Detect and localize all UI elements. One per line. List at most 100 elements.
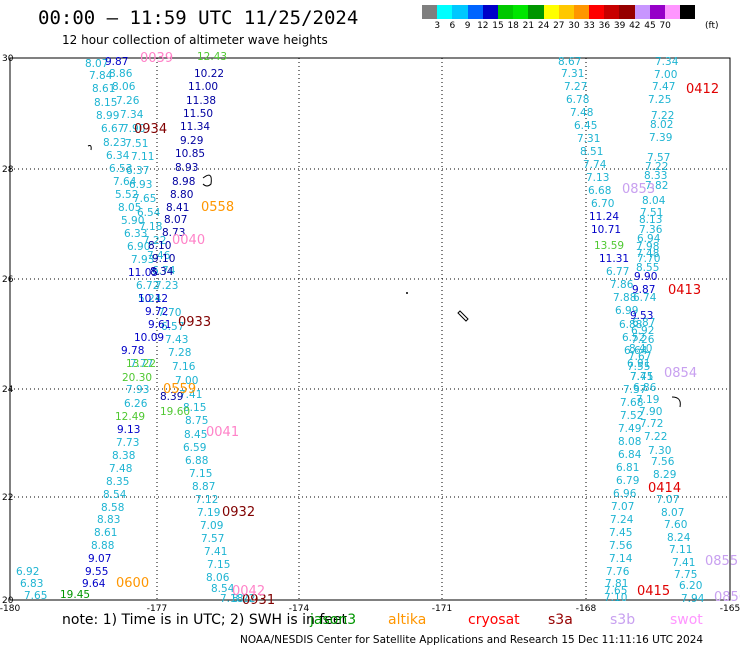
pass-time-label: 0558 xyxy=(201,200,234,215)
latitude-tick-label: 24 xyxy=(2,385,14,395)
color-swatch xyxy=(665,5,681,19)
wave-height-label: 6.81 xyxy=(616,462,639,474)
wave-height-label: 8.07 xyxy=(164,214,187,226)
wave-height-label: 7.37 xyxy=(623,384,646,396)
wave-height-label: 7.41 xyxy=(630,371,653,383)
wave-height-label: 8.73 xyxy=(162,227,185,239)
wave-height-label: 8.04 xyxy=(642,195,666,207)
wave-height-label: 6.64 xyxy=(624,345,648,357)
color-swatch xyxy=(558,5,574,19)
wave-height-label: 7.48 xyxy=(109,463,132,475)
wave-height-label: 7.86 xyxy=(610,279,634,291)
wave-height-label: 8.23 xyxy=(103,137,126,149)
wave-height-label: 6.79 xyxy=(616,475,639,487)
wave-height-label: 7.77 xyxy=(130,358,153,370)
color-swatch xyxy=(513,5,529,19)
wave-height-label: 7.48 xyxy=(570,107,593,119)
wave-height-label: 10.22 xyxy=(194,68,224,80)
wave-height-label: 6.20 xyxy=(679,580,702,592)
wave-height-label: 8.06 xyxy=(112,81,136,93)
wave-height-label: 7.47 xyxy=(652,81,675,93)
wave-height-label: 7.81 xyxy=(605,578,628,590)
wave-height-label: 6.91 xyxy=(627,358,650,370)
wave-height-label: 7.13 xyxy=(586,172,609,184)
color-swatch xyxy=(422,5,438,19)
wave-height-label: 6.94 xyxy=(637,233,661,245)
color-scale-tick: 21 xyxy=(522,21,535,31)
wave-height-label: 7.18 xyxy=(139,221,162,233)
footer-credit: NOAA/NESDIS Center for Satellite Applica… xyxy=(240,634,704,646)
wave-height-label: 6.88 xyxy=(619,319,642,331)
wave-height-label: 7.49 xyxy=(618,423,641,435)
color-scale-tick: 27 xyxy=(553,21,565,31)
wave-height-label: 6.83 xyxy=(20,578,43,590)
pass-time-label: 0559 xyxy=(163,382,196,397)
wave-height-label: 8.13 xyxy=(639,214,662,226)
pass-time-label: 0931 xyxy=(242,593,275,608)
wave-height-label: 7.12 xyxy=(195,494,218,506)
wave-height-label: 7.07 xyxy=(656,494,679,506)
color-scale-tick: 3 xyxy=(434,21,441,31)
wave-height-label: 9.13 xyxy=(117,424,140,436)
color-swatch xyxy=(619,5,635,19)
wave-height-label: 7.75 xyxy=(674,569,697,581)
wave-height-label: 11.50 xyxy=(183,108,213,120)
color-swatch xyxy=(482,5,498,19)
satellite-legend-item: s3a xyxy=(548,612,573,628)
wave-height-label: 11.00 xyxy=(188,81,218,93)
wave-height-label: 7.93 xyxy=(126,384,149,396)
wave-height-label: 9.90 xyxy=(634,271,657,283)
pass-time-label: 0856 xyxy=(714,590,740,605)
pass-time-label: 0412 xyxy=(686,82,719,97)
wave-height-label: 7.48 xyxy=(636,248,659,260)
wave-height-label: 7.09 xyxy=(200,520,223,532)
wave-height-label: 8.51 xyxy=(580,146,603,158)
wave-height-label: 11.05 xyxy=(128,267,158,279)
wave-height-label: 7.67 xyxy=(628,351,651,363)
color-scale-tick: 33 xyxy=(583,21,595,31)
wave-height-label: 7.34 xyxy=(655,56,679,68)
wave-height-label: 8.24 xyxy=(667,532,691,544)
wave-height-label: 9.07 xyxy=(88,553,111,565)
wave-height-label: 7.36 xyxy=(639,224,663,236)
wave-height-label: 7.00 xyxy=(654,69,677,81)
wave-height-label: 6.34 xyxy=(106,150,130,162)
longitude-tick-label: -171 xyxy=(432,604,452,614)
wave-height-label: 6.57 xyxy=(161,321,184,333)
wave-height-label: 6.45 xyxy=(574,120,597,132)
wave-height-label: 7.56 xyxy=(651,456,675,468)
wave-height-label: 7.98 xyxy=(636,241,659,253)
wave-height-label: 8.80 xyxy=(170,189,193,201)
wave-height-label: 10.09 xyxy=(134,332,164,344)
wave-height-label: 9.61 xyxy=(148,319,171,331)
color-scale-tick: 24 xyxy=(537,21,550,31)
wave-height-label: 7.15 xyxy=(207,559,230,571)
wave-height-label: 12.49 xyxy=(115,411,145,423)
wave-height-label: 7.00 xyxy=(175,375,198,387)
color-scale-tick: 45 xyxy=(644,21,656,31)
wave-height-label: 8.07 xyxy=(85,58,108,70)
pass-time-label: 0042 xyxy=(232,584,265,599)
color-swatch xyxy=(634,5,650,19)
color-scale-tick: 12 xyxy=(477,21,489,31)
wave-height-label: 7.51 xyxy=(125,138,148,150)
wave-height-label: 8.75 xyxy=(185,415,208,427)
pass-time-label: 0413 xyxy=(668,283,701,298)
wave-height-label: 6.93 xyxy=(129,179,152,191)
wave-height-label: 8.67 xyxy=(558,56,581,68)
satellite-legend-item: swot xyxy=(670,612,703,628)
wave-height-label: 7.27 xyxy=(564,81,587,93)
wave-height-label: 8.40 xyxy=(629,343,652,355)
wave-height-label: 8.33 xyxy=(644,170,667,182)
wave-height-label: 9.29 xyxy=(180,135,203,147)
color-scale-tick: 18 xyxy=(507,21,519,31)
wave-height-label: 8.02 xyxy=(650,119,673,131)
wave-height-label: 7.41 xyxy=(204,546,227,558)
wave-height-label: 6.26 xyxy=(124,398,148,410)
wave-height-label: 8.15 xyxy=(94,97,117,109)
wave-height-label: 13.59 xyxy=(594,240,624,252)
wave-height-label: 7.43 xyxy=(165,334,188,346)
wave-height-label: 7.16 xyxy=(172,361,196,373)
wave-height-label: 11.38 xyxy=(186,95,216,107)
wave-height-label: 8.93 xyxy=(175,162,198,174)
